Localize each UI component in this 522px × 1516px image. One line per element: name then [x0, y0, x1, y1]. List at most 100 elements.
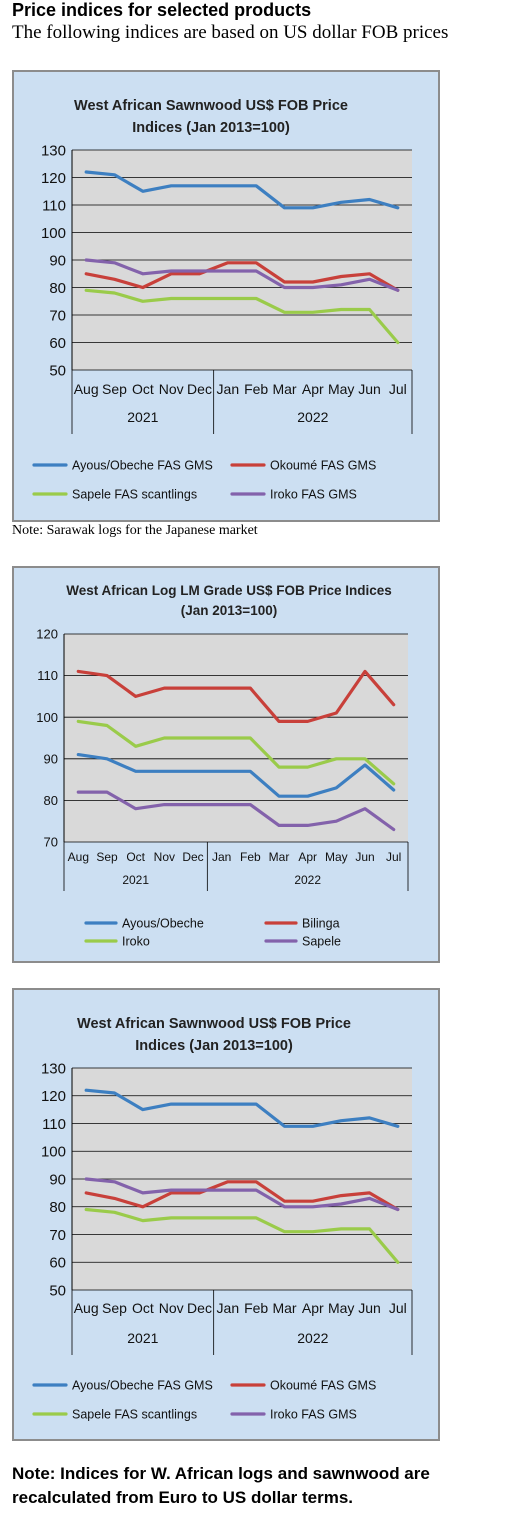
y-tick-label: 100 [41, 225, 66, 242]
x-tick-label: Jan [212, 850, 231, 864]
chart-title-line2: (Jan 2013=100) [181, 603, 277, 618]
x-tick-label: Jun [358, 381, 381, 397]
x-tick-label: Mar [272, 1300, 296, 1316]
y-tick-label: 90 [44, 751, 58, 766]
x-tick-label: Apr [298, 850, 317, 864]
x-tick-label: Dec [187, 381, 212, 397]
y-tick-label: 120 [36, 627, 58, 642]
x-tick-label: Apr [302, 1300, 324, 1316]
chart-title-line2: Indices (Jan 2013=100) [135, 1038, 293, 1054]
year-label: 2021 [122, 873, 149, 887]
chart-sawnwood-2: West African Sawnwood US$ FOB Price Indic… [12, 988, 440, 1441]
x-tick-label: Jul [389, 1300, 407, 1316]
y-tick-label: 100 [36, 710, 58, 725]
x-tick-label: Jul [389, 381, 407, 397]
page-title: Price indices for selected products [12, 0, 312, 20]
chart-title-line1: West African Sawnwood US$ FOB Price [77, 1016, 351, 1032]
series-line-4 [84, 258, 400, 292]
x-tick-label: Aug [68, 850, 89, 864]
y-tick-label: 70 [49, 1227, 66, 1244]
x-tick-label: Sep [102, 1300, 127, 1316]
series-line-4 [76, 790, 396, 832]
x-tick-label: Dec [187, 1300, 212, 1316]
x-tick-label: May [328, 381, 354, 397]
x-tick-label: Feb [240, 850, 261, 864]
y-tick-label: 110 [42, 197, 66, 214]
legend-label: Sapele [302, 935, 341, 949]
series-line-1 [76, 753, 396, 798]
chart-sawnwood-1: West African Sawnwood US$ FOB Price Indic… [12, 70, 440, 522]
y-tick-label: 110 [42, 1116, 66, 1133]
legend-label: Iroko [122, 935, 150, 949]
x-tick-label: Feb [244, 1300, 268, 1316]
series-line-2 [84, 1180, 400, 1212]
x-tick-label: Aug [74, 1300, 99, 1316]
series-line-2 [76, 669, 396, 723]
chart-sawnwood-1-svg: West African Sawnwood US$ FOB Price Indic… [32, 98, 413, 502]
chart-title-line1: West African Log LM Grade US$ FOB Price … [66, 583, 392, 598]
x-tick-label: Nov [159, 381, 184, 397]
series-line-3 [76, 719, 396, 786]
legend-label: Ayous/Obeche FAS GMS [72, 459, 213, 473]
year-label: 2021 [127, 409, 158, 425]
year-label: 2022 [297, 409, 328, 425]
y-tick-label: 90 [49, 252, 66, 269]
y-tick-label: 60 [49, 1255, 66, 1272]
legend-label: Ayous/Obeche FAS GMS [72, 1379, 213, 1393]
chart-logs: West African Log LM Grade US$ FOB Price … [12, 566, 440, 963]
y-tick-label: 120 [41, 1088, 66, 1105]
x-tick-label: Dec [182, 850, 203, 864]
x-tick-label: Nov [154, 850, 175, 864]
year-label: 2022 [294, 873, 321, 887]
x-tick-label: Jun [355, 850, 374, 864]
chart-title-line2: Indices (Jan 2013=100) [132, 120, 290, 136]
x-tick-label: Jan [217, 381, 240, 397]
x-tick-label: May [328, 1300, 354, 1316]
legend-label: Iroko FAS GMS [270, 1408, 357, 1422]
x-tick-label: Oct [132, 1300, 154, 1316]
x-tick-label: Oct [132, 381, 154, 397]
x-tick-label: Oct [126, 850, 145, 864]
note-sarawak: Note: Sarawak logs for the Japanese mark… [12, 523, 258, 538]
chart-logs-svg: West African Log LM Grade US$ FOB Price … [36, 583, 409, 949]
x-tick-label: Jul [386, 850, 401, 864]
y-tick-label: 50 [49, 1282, 66, 1299]
x-tick-label: Mar [269, 850, 290, 864]
y-tick-label: 120 [41, 170, 66, 187]
series-line-4 [84, 1177, 400, 1212]
y-tick-label: 70 [49, 307, 66, 324]
y-tick-label: 130 [41, 1060, 66, 1077]
y-tick-label: 90 [49, 1171, 66, 1188]
x-tick-label: Jan [217, 1300, 240, 1316]
legend-label: Okoumé FAS GMS [270, 459, 376, 473]
x-tick-label: Sep [102, 381, 127, 397]
series-line-1 [84, 170, 400, 210]
page-subtitle: The following indices are based on US do… [12, 22, 449, 43]
series-line-3 [84, 288, 400, 345]
x-tick-label: Mar [272, 381, 296, 397]
y-tick-label: 80 [44, 793, 58, 808]
legend-label: Bilinga [302, 917, 340, 931]
y-tick-label: 80 [49, 280, 66, 297]
x-tick-label: Aug [74, 381, 99, 397]
x-tick-label: Jun [358, 1300, 381, 1316]
legend-label: Okoumé FAS GMS [270, 1379, 376, 1393]
x-tick-label: May [325, 850, 348, 864]
chart-sawnwood-2-svg: West African Sawnwood US$ FOB Price Indic… [32, 1016, 413, 1422]
x-tick-label: Feb [244, 381, 268, 397]
series-line-2 [84, 261, 400, 292]
note-recalculated: Note: Indices for W. African logs and sa… [12, 1464, 430, 1507]
year-label: 2021 [127, 1330, 158, 1346]
chart-title-line1: West African Sawnwood US$ FOB Price [74, 98, 348, 114]
y-tick-label: 80 [49, 1199, 66, 1216]
y-tick-label: 60 [49, 335, 66, 352]
x-tick-label: Apr [302, 381, 324, 397]
series-line-3 [84, 1207, 400, 1264]
series-line-1 [84, 1088, 400, 1128]
y-tick-label: 50 [49, 362, 66, 379]
legend-label: Iroko FAS GMS [270, 488, 357, 502]
y-tick-label: 70 [44, 835, 58, 850]
legend-label: Ayous/Obeche [122, 917, 204, 931]
y-tick-label: 130 [41, 142, 66, 159]
year-label: 2022 [297, 1330, 328, 1346]
